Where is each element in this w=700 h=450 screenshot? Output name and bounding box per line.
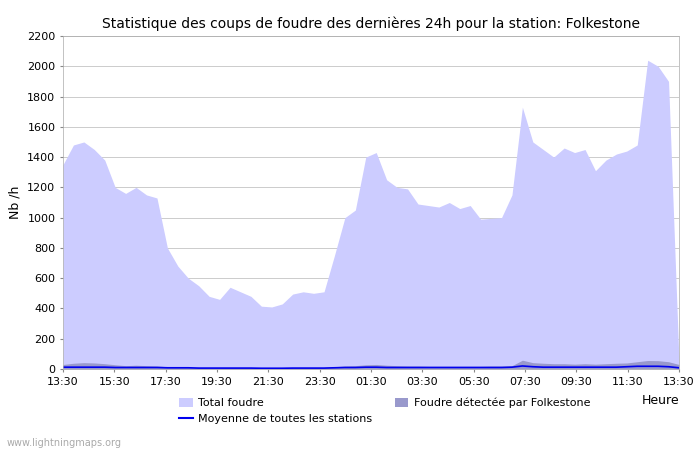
Title: Statistique des coups de foudre des dernières 24h pour la station: Folkestone: Statistique des coups de foudre des dern… bbox=[102, 16, 640, 31]
Text: www.lightningmaps.org: www.lightningmaps.org bbox=[7, 438, 122, 448]
Legend: Total foudre, Moyenne de toutes les stations, Foudre détectée par Folkestone: Total foudre, Moyenne de toutes les stat… bbox=[179, 398, 590, 424]
Text: Heure: Heure bbox=[641, 394, 679, 407]
Y-axis label: Nb /h: Nb /h bbox=[8, 186, 22, 219]
